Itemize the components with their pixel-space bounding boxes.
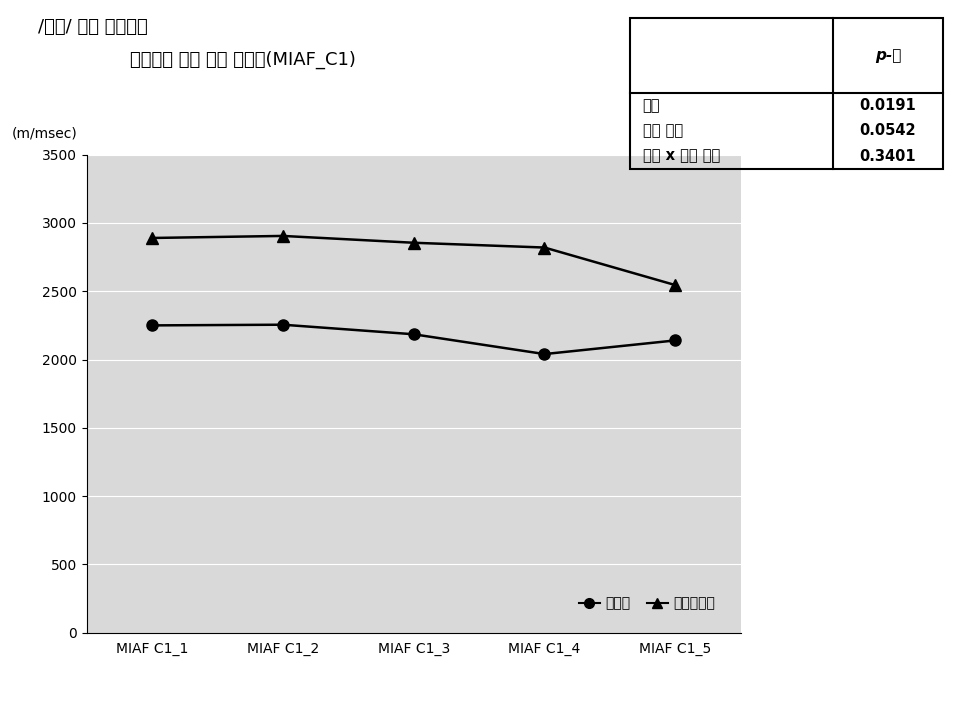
Text: 0.0542: 0.0542 [859, 124, 916, 138]
Text: 0.0191: 0.0191 [859, 98, 916, 113]
건청군 [146, 321, 158, 330]
Legend: 건청군, 청각장애군: 건청군, 청각장애군 [573, 591, 720, 617]
Text: 0.3401: 0.3401 [859, 148, 916, 164]
청각장애군 [146, 234, 158, 243]
청각장애군 [407, 238, 419, 247]
Text: /암파/ 연속 음절과제: /암파/ 연속 음절과제 [38, 18, 148, 36]
건청군 [407, 330, 419, 338]
청각장애군 [538, 243, 550, 252]
Text: 집단: 집단 [642, 98, 659, 113]
건청군 [669, 336, 680, 344]
Text: 반복 횟수: 반복 횟수 [642, 124, 682, 138]
Text: 집단 x 반복 횟수: 집단 x 반복 횟수 [642, 148, 719, 164]
Line: 청각장애군: 청각장애군 [146, 231, 680, 290]
Line: 건청군: 건청군 [146, 319, 680, 360]
Text: p-값: p-값 [874, 48, 900, 63]
Text: 어중종성 기류 최대 상승점(MIAF_C1): 어중종성 기류 최대 상승점(MIAF_C1) [130, 51, 356, 69]
청각장애군 [277, 232, 288, 240]
청각장애군 [669, 281, 680, 290]
건청군 [538, 350, 550, 359]
건청군 [277, 321, 288, 329]
Text: (m/msec): (m/msec) [12, 127, 77, 141]
